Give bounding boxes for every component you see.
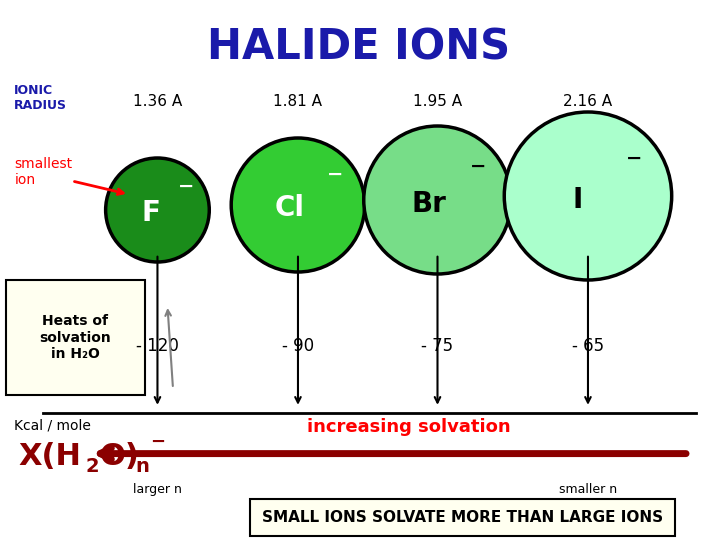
Text: HALIDE IONS: HALIDE IONS bbox=[207, 27, 510, 69]
Text: larger n: larger n bbox=[133, 483, 182, 496]
Text: O): O) bbox=[99, 442, 140, 471]
Text: - 120: - 120 bbox=[136, 336, 179, 355]
Text: I: I bbox=[573, 186, 583, 214]
Text: increasing solvation: increasing solvation bbox=[307, 417, 510, 436]
Text: 1.95 A: 1.95 A bbox=[413, 94, 462, 109]
Text: SMALL IONS SOLVATE MORE THAN LARGE IONS: SMALL IONS SOLVATE MORE THAN LARGE IONS bbox=[262, 510, 663, 524]
Text: −: − bbox=[150, 433, 166, 451]
Text: Br: Br bbox=[411, 190, 446, 218]
Text: smaller n: smaller n bbox=[559, 483, 617, 496]
Ellipse shape bbox=[364, 126, 511, 274]
Text: IONIC
RADIUS: IONIC RADIUS bbox=[14, 84, 68, 112]
Text: n: n bbox=[135, 457, 150, 476]
Text: - 65: - 65 bbox=[572, 336, 604, 355]
Text: −: − bbox=[178, 177, 194, 196]
Text: F: F bbox=[142, 199, 161, 227]
Text: −: − bbox=[626, 148, 642, 168]
Text: - 90: - 90 bbox=[282, 336, 314, 355]
Ellipse shape bbox=[106, 158, 210, 262]
Text: Heats of
solvation
in H₂O: Heats of solvation in H₂O bbox=[40, 314, 111, 361]
Ellipse shape bbox=[504, 112, 672, 280]
Text: 2: 2 bbox=[86, 457, 99, 476]
Text: 1.36 A: 1.36 A bbox=[132, 94, 182, 109]
Text: Kcal / mole: Kcal / mole bbox=[14, 418, 91, 433]
Text: −: − bbox=[470, 157, 486, 176]
FancyBboxPatch shape bbox=[6, 280, 145, 395]
Text: Cl: Cl bbox=[275, 194, 305, 222]
Ellipse shape bbox=[231, 138, 365, 272]
Text: - 75: - 75 bbox=[421, 336, 454, 355]
Text: X(H: X(H bbox=[18, 442, 81, 471]
Text: 1.81 A: 1.81 A bbox=[274, 94, 323, 109]
Text: −: − bbox=[326, 165, 343, 184]
Text: smallest
ion: smallest ion bbox=[14, 157, 73, 187]
Text: 2.16 A: 2.16 A bbox=[564, 94, 613, 109]
FancyBboxPatch shape bbox=[250, 498, 675, 536]
